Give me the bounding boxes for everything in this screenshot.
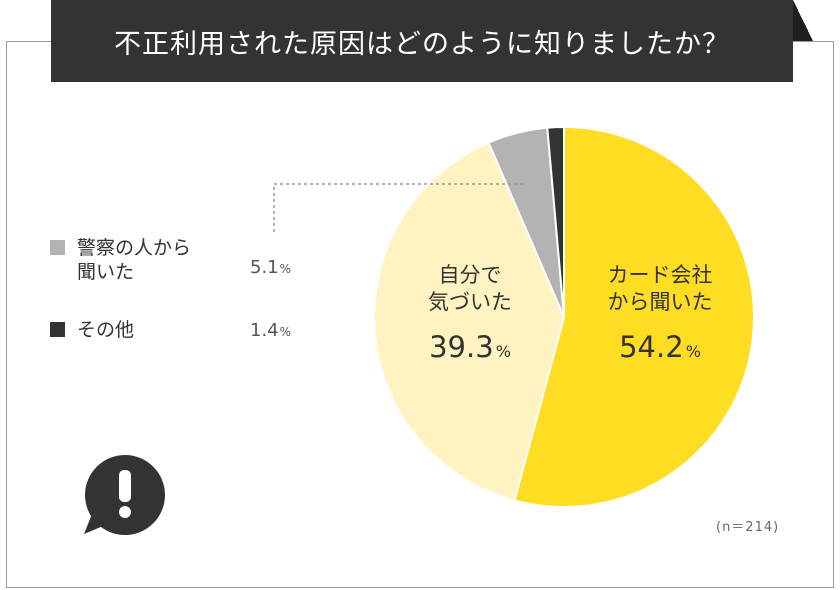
slice-value-number-self: 39.3 (429, 330, 494, 364)
pie-slice-other (546, 125, 565, 318)
leader-line (273, 183, 526, 232)
legend-item-police: 警察の人から 聞いた (50, 236, 191, 284)
legend-value-other: 1.4% (250, 320, 291, 341)
percent-sign: % (495, 342, 511, 361)
slice-value-card-company: 54.2% (575, 330, 745, 364)
pie-slice-card-company (513, 125, 755, 508)
chart-title: 不正利用された原因はどのように知りましたか？ (114, 28, 730, 60)
sample-size-note: (n＝214) (716, 520, 780, 535)
legend-swatch-police (50, 240, 65, 255)
legend-label-police: 警察の人から 聞いた (77, 237, 192, 283)
legend-item-other: その他 (50, 318, 134, 342)
percent-sign: % (685, 342, 701, 361)
legend-label-other: その他 (77, 319, 135, 341)
slice-label-card-company: カード会社 から聞いた 54.2% (575, 262, 745, 364)
pie-slice-self (373, 141, 566, 502)
pie-slices (373, 125, 755, 508)
title-bar (51, 0, 793, 82)
legend-swatch-other (50, 322, 65, 337)
title-bar-corner (793, 0, 813, 41)
legend-value-police: 5.1% (250, 257, 291, 278)
legend-value-number-police: 5.1 (250, 257, 279, 278)
percent-sign: % (279, 325, 292, 339)
slice-name-self: 自分で 気づいた (428, 263, 512, 314)
slice-name-card-company: カード会社 から聞いた (607, 263, 713, 314)
percent-sign: % (279, 262, 292, 276)
slice-label-self: 自分で 気づいた 39.3% (395, 262, 545, 364)
legend-value-number-other: 1.4 (250, 320, 279, 341)
slice-value-self: 39.3% (395, 330, 545, 364)
slice-value-number-card-company: 54.2 (619, 330, 684, 364)
exclamation-speech-bubble-icon (84, 455, 165, 535)
